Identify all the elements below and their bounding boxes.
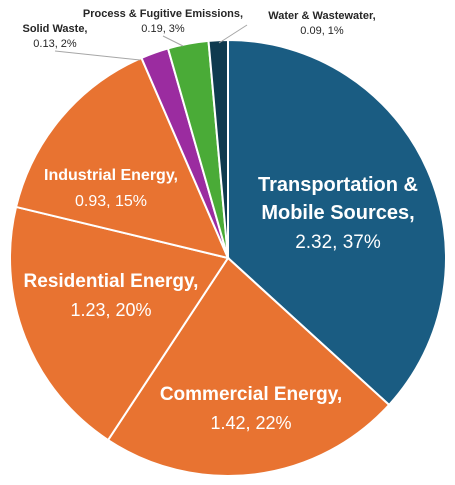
pie-slice-commercial-energy <box>106 256 391 477</box>
labels-group: Transportation & Mobile Sources, 2.32, 37%… <box>23 8 419 433</box>
data-label-value-industrial-energy: 0.93, 15% <box>75 193 147 210</box>
data-label-value-process-fugitive-emissions: 0.19, 3% <box>141 23 185 35</box>
data-label-value-residential-energy: 1.23, 20% <box>70 300 151 320</box>
pie-slice-water-wastewater <box>207 38 229 259</box>
data-label-name-commercial-energy: Commercial Energy, <box>160 384 342 405</box>
leader-line-process-fugitive-emissions <box>162 35 184 47</box>
leader-lines-group <box>54 24 248 61</box>
data-label-value-water-wastewater: 0.09, 1% <box>300 25 344 37</box>
data-label-value-solid-waste: 0.13, 2% <box>33 38 77 50</box>
data-label-name-solid-waste: Solid Waste, <box>23 23 88 35</box>
data-label-value-transportation-mobile-sources: 2.32, 37% <box>295 232 381 253</box>
data-label-name-transportation-mobile-sources-1: Mobile Sources, <box>261 202 414 224</box>
data-label-name-industrial-energy: Industrial Energy, <box>44 167 178 184</box>
leader-line-solid-waste <box>54 50 141 61</box>
slices-group <box>9 38 447 477</box>
pie-slice-transportation-mobile-sources <box>227 38 447 407</box>
data-label-name-process-fugitive-emissions: Process & Fugitive Emissions, <box>83 8 243 20</box>
data-label-name-residential-energy: Residential Energy, <box>24 271 199 292</box>
pie-slice-residential-energy <box>9 205 230 442</box>
data-label-name-water-wastewater: Water & Wastewater, <box>268 10 375 22</box>
data-label-name-transportation-mobile-sources-0: Transportation & <box>258 174 418 196</box>
pie-slice-industrial-energy <box>14 56 230 260</box>
leader-line-water-wastewater <box>218 24 248 44</box>
data-label-value-commercial-energy: 1.42, 22% <box>210 413 291 433</box>
